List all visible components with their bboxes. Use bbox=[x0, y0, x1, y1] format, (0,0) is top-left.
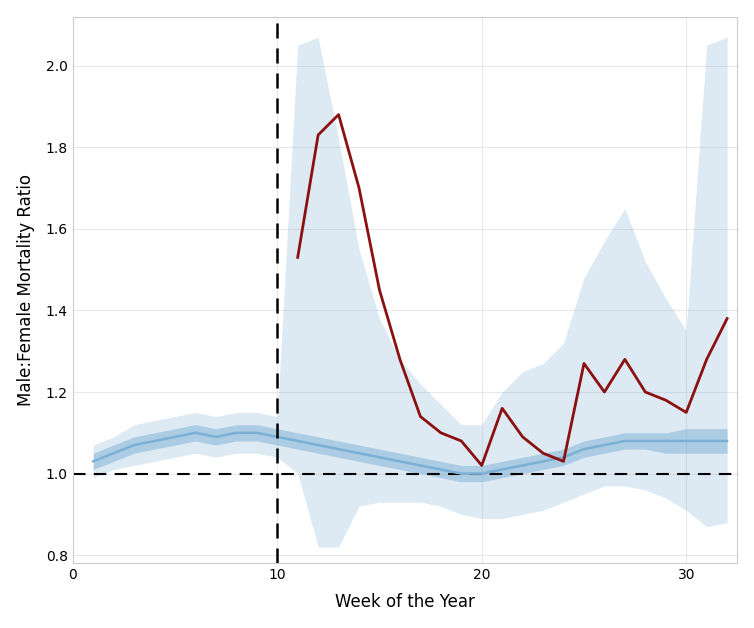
X-axis label: Week of the Year: Week of the Year bbox=[335, 593, 475, 611]
Y-axis label: Male:Female Mortality Ratio: Male:Female Mortality Ratio bbox=[17, 174, 35, 406]
